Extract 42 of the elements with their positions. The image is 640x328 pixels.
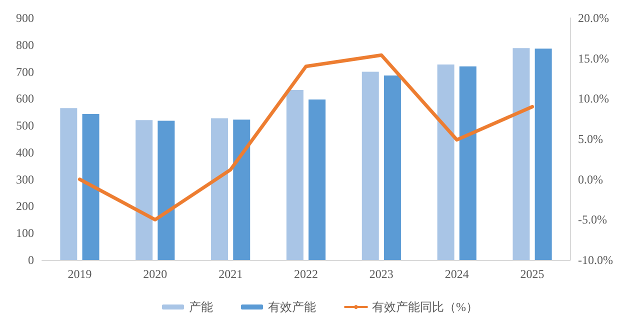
y-tick-label: 900 [16, 11, 34, 25]
bar [384, 76, 401, 260]
bar [211, 118, 228, 260]
x-tick-label: 2023 [369, 267, 394, 281]
legend-label: 产能 [189, 300, 213, 314]
bar [362, 72, 379, 260]
y2-tick-label: -10.0% [578, 253, 613, 267]
legend-label: 有效产能同比（%） [372, 300, 478, 314]
y2-tick-label: 10.0% [578, 92, 609, 106]
y2-tick-label: 0.0% [578, 172, 603, 186]
legend-label: 有效产能 [268, 300, 316, 314]
x-tick-label: 2025 [520, 267, 544, 281]
bar [233, 120, 250, 260]
y-tick-label: 300 [16, 172, 34, 186]
y-tick-label: 500 [16, 118, 34, 133]
line-series [78, 53, 534, 222]
bar [512, 48, 530, 260]
y2-tick-label: -5.0% [578, 212, 607, 227]
bar [136, 120, 153, 260]
bar [158, 120, 175, 260]
y-tick-label: 700 [16, 64, 34, 79]
bar [534, 48, 552, 260]
y2-tick-label: 20.0% [578, 11, 609, 25]
bar [459, 66, 476, 260]
y-tick-label: 0 [28, 253, 34, 267]
x-tick-label: 2020 [143, 267, 168, 281]
bar [82, 114, 100, 260]
y2-tick-label: 15.0% [578, 51, 609, 66]
bar [437, 64, 454, 260]
x-tick-label: 2024 [444, 267, 469, 281]
y-tick-label: 200 [16, 199, 34, 214]
x-tick-label: 2021 [218, 267, 243, 281]
bar [308, 99, 326, 260]
y-tick-label: 600 [16, 92, 34, 106]
x-tick-label: 2019 [68, 267, 92, 281]
y-tick-label: 100 [16, 226, 34, 240]
y2-tick-label: 5.0% [578, 132, 603, 146]
x-tick-label: 2022 [294, 267, 318, 281]
y-tick-label: 400 [16, 145, 34, 160]
bar [286, 90, 304, 260]
bar [60, 108, 78, 260]
y-tick-label: 800 [16, 38, 34, 52]
